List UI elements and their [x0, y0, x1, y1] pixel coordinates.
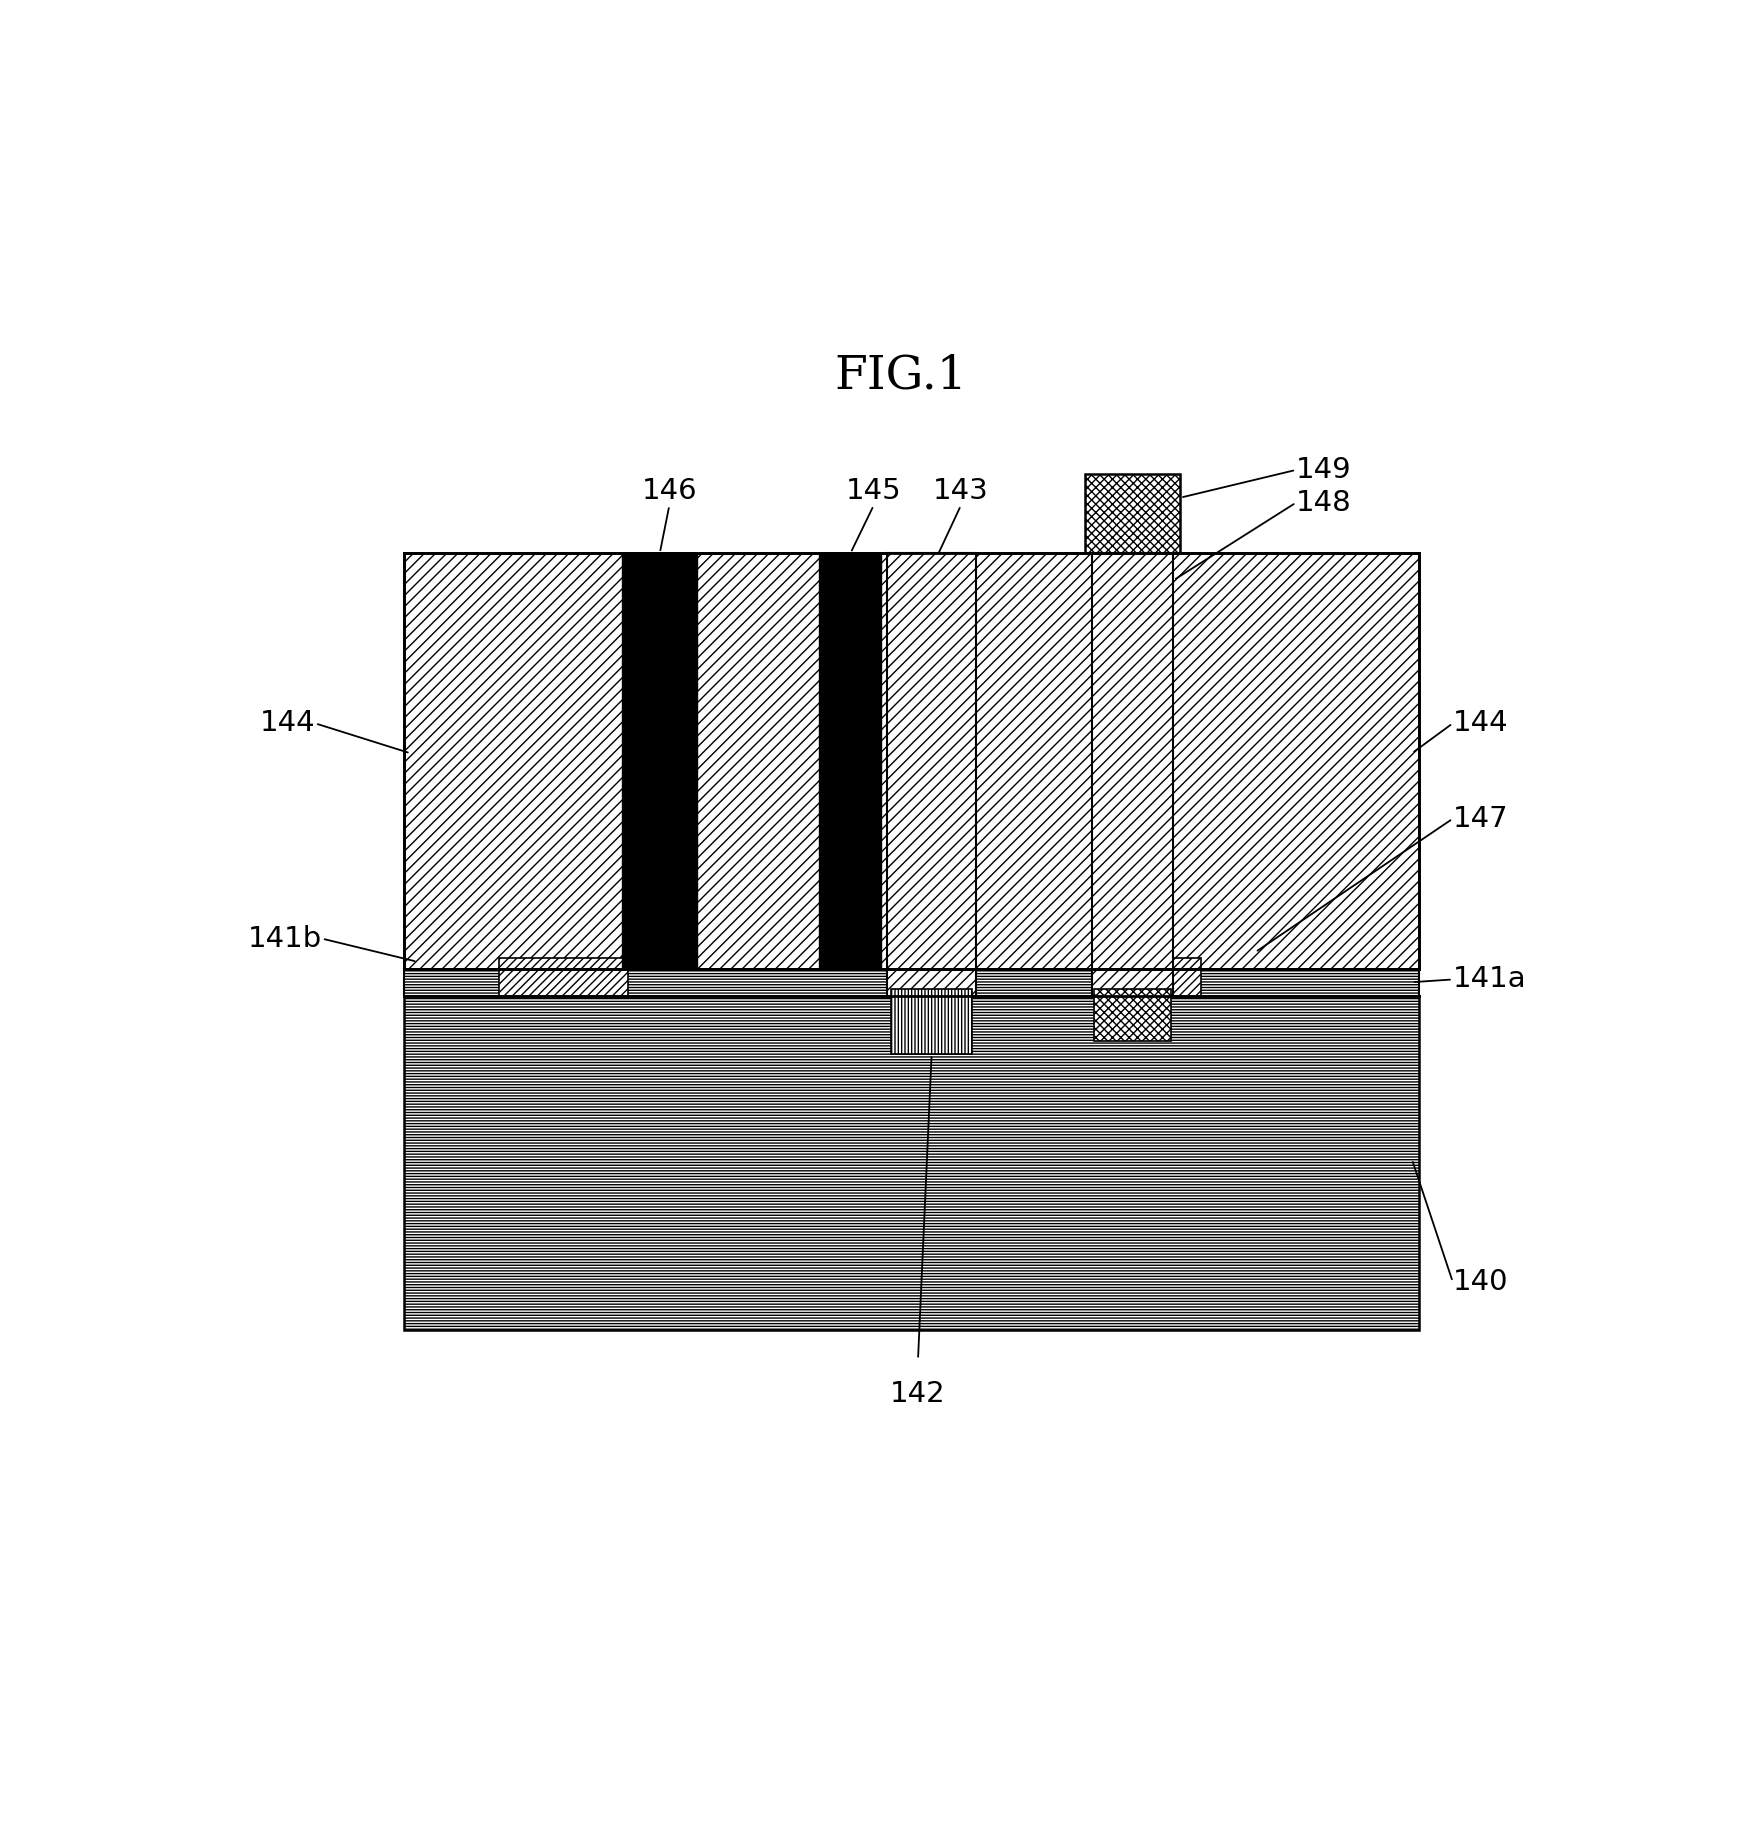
Bar [819, 553, 880, 968]
Text: FIG.1: FIG.1 [835, 353, 966, 399]
Text: 147: 147 [1451, 805, 1508, 832]
Text: 141b: 141b [248, 924, 322, 953]
Bar [622, 553, 696, 968]
Bar [1091, 957, 1200, 996]
Text: 141a: 141a [1451, 966, 1525, 994]
Text: 144: 144 [1451, 709, 1508, 737]
Text: 148: 148 [1295, 489, 1351, 516]
Bar [499, 957, 629, 996]
Bar [1084, 474, 1179, 553]
Bar [891, 988, 972, 1054]
Text: 143: 143 [933, 478, 987, 505]
Bar [404, 553, 1418, 968]
Text: 142: 142 [889, 1380, 945, 1407]
Bar [1095, 988, 1170, 1042]
Bar [404, 553, 1418, 968]
Bar [404, 968, 1418, 996]
Bar [404, 996, 1418, 1330]
Bar [887, 553, 975, 996]
Text: 144: 144 [260, 709, 315, 737]
Text: 140: 140 [1451, 1268, 1508, 1295]
Text: 149: 149 [1295, 456, 1351, 483]
Bar [1091, 553, 1172, 996]
Text: 145: 145 [845, 478, 901, 505]
Text: 146: 146 [641, 478, 698, 505]
